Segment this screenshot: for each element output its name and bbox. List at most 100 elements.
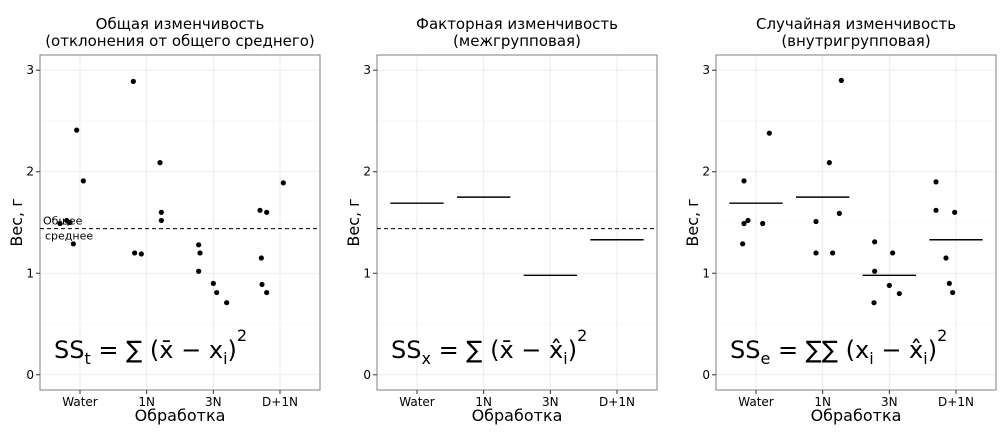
- chart-title-line: Общая изменчивость: [96, 15, 265, 33]
- formula-subscript: i: [923, 349, 927, 368]
- chart-title-line: (внутригрупповая): [781, 32, 930, 50]
- data-point: [946, 280, 952, 287]
- x-tick-label: 1N: [138, 395, 155, 409]
- data-point: [813, 250, 819, 256]
- formula-part: ): [228, 336, 237, 364]
- data-point: [760, 220, 766, 227]
- data-point: [224, 300, 230, 306]
- plot-border: [39, 54, 321, 391]
- data-point: [943, 255, 949, 261]
- data-point: [933, 179, 939, 185]
- data-point: [826, 160, 832, 166]
- formula-subscript: x: [421, 349, 430, 368]
- data-point: [896, 290, 902, 297]
- x-tick-label: Water: [62, 395, 98, 409]
- x-tick-label: D+1N: [262, 395, 298, 409]
- data-point: [67, 219, 73, 226]
- panel-2: Факторная изменчивость(межгрупповая) 0 1 2 3…: [344, 15, 658, 425]
- y-axis-label: Вес, г: [683, 198, 702, 246]
- data-point: [196, 268, 202, 274]
- data-point: [740, 241, 746, 247]
- y-tick-label: 2: [26, 165, 34, 179]
- data-point: [158, 209, 164, 215]
- x-tick-label: 3N: [881, 395, 898, 409]
- panel-1: Общая изменчивость(отклонения от общего …: [7, 15, 321, 425]
- formula-superscript: 2: [937, 326, 947, 345]
- formula-subscript: t: [84, 349, 90, 368]
- data-point: [157, 160, 163, 166]
- x-axis-label: Обработка: [811, 406, 902, 425]
- chart-title-line: (отклонения от общего среднего): [45, 32, 315, 50]
- formula-part: − x̂: [874, 336, 924, 364]
- data-point: [741, 178, 747, 184]
- data-point: [950, 289, 956, 296]
- formula-superscript: 2: [577, 326, 587, 345]
- x-axis-label: Обработка: [135, 406, 226, 425]
- formula-superscript: 2: [237, 326, 247, 345]
- data-point: [871, 300, 877, 306]
- grand-mean-annotation: среднее: [45, 230, 93, 243]
- formula: SSx = ∑ (x̄ − x̂i)2: [391, 326, 587, 368]
- x-tick-label: D+1N: [938, 395, 974, 409]
- y-tick-label: 3: [702, 63, 710, 77]
- formula-part: SS: [391, 336, 421, 364]
- y-tick-label: 0: [702, 368, 710, 382]
- data-point: [214, 289, 220, 296]
- x-tick-label: 3N: [542, 395, 559, 409]
- formula-subscript: i: [869, 349, 873, 368]
- formula-part: ): [568, 336, 577, 364]
- data-point: [741, 220, 747, 227]
- data-point: [280, 180, 286, 186]
- formula-part: = ∑: [91, 336, 150, 364]
- y-axis-label: Вес, г: [344, 198, 363, 246]
- plot-border: [715, 54, 997, 391]
- data-point: [80, 178, 86, 184]
- data-point: [872, 239, 878, 245]
- data-point: [830, 250, 836, 256]
- y-tick-label: 0: [26, 368, 34, 382]
- chart-title-line: Случайная изменчивость: [756, 15, 956, 33]
- formula-part: (x̄ − x̂: [490, 336, 563, 364]
- grand-mean-annotation: Общее: [43, 215, 83, 228]
- data-point: [933, 207, 939, 213]
- y-tick-label: 2: [363, 165, 371, 179]
- x-tick-label: 3N: [205, 395, 222, 409]
- y-tick-label: 0: [363, 368, 371, 382]
- data-point: [210, 280, 216, 287]
- data-point: [132, 250, 138, 256]
- chart-title-line: Факторная изменчивость: [416, 15, 618, 33]
- data-point: [74, 127, 80, 133]
- data-point: [197, 250, 203, 256]
- formula-part: SS: [54, 336, 84, 364]
- data-point: [952, 209, 958, 215]
- data-point: [838, 77, 844, 83]
- formula-subscript: e: [760, 349, 770, 368]
- data-point: [886, 282, 892, 289]
- x-tick-label: Water: [399, 395, 435, 409]
- data-point: [813, 218, 819, 225]
- formula-part: SS: [730, 336, 760, 364]
- x-axis-label: Обработка: [472, 406, 563, 425]
- plot-border: [376, 54, 658, 391]
- y-tick-label: 3: [26, 63, 34, 77]
- data-point: [264, 209, 270, 215]
- formula-part: = ∑: [431, 336, 490, 364]
- formula-part: ): [928, 336, 937, 364]
- panel-3: Случайная изменчивость(внутригрупповая) 0…: [683, 15, 997, 425]
- x-tick-label: D+1N: [599, 395, 635, 409]
- y-tick-label: 1: [363, 266, 371, 280]
- data-point: [259, 281, 265, 288]
- data-point: [138, 251, 144, 257]
- data-point: [766, 130, 772, 136]
- data-point: [257, 207, 263, 213]
- x-tick-label: Water: [738, 395, 774, 409]
- data-point: [258, 255, 264, 261]
- y-tick-label: 3: [363, 63, 371, 77]
- data-point: [70, 241, 76, 247]
- data-point: [130, 78, 136, 84]
- formula-subscript: i: [223, 349, 227, 368]
- data-point: [264, 289, 270, 296]
- formula-part: = ∑∑: [770, 336, 845, 364]
- formula-part: (x̄ − x: [150, 336, 223, 364]
